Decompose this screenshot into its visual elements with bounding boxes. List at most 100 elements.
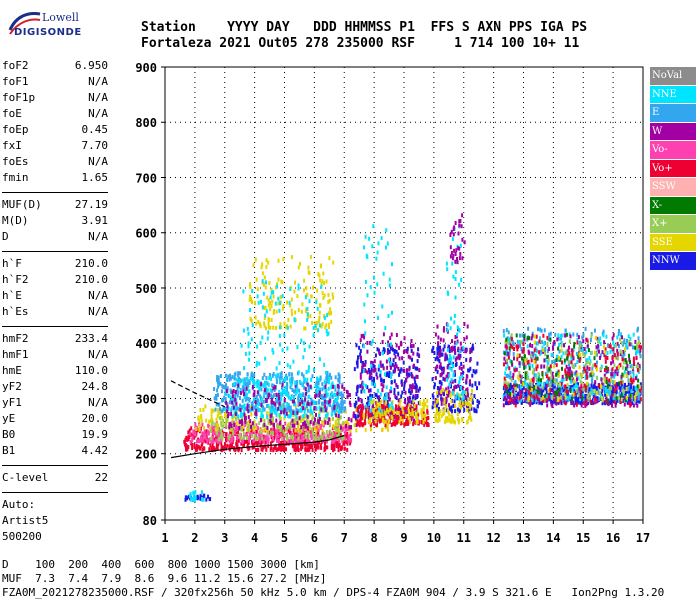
data-point — [270, 318, 273, 322]
param-row: hmF1 N/A — [2, 347, 108, 363]
data-point — [281, 437, 284, 441]
data-point — [234, 390, 237, 394]
data-point — [410, 385, 413, 390]
data-point — [334, 375, 337, 380]
data-point — [185, 443, 187, 448]
data-point — [189, 431, 192, 436]
data-point — [395, 404, 398, 409]
data-point — [272, 431, 275, 435]
data-point — [271, 347, 274, 352]
data-point — [572, 388, 575, 393]
data-point — [312, 400, 315, 405]
data-point — [452, 227, 455, 231]
data-point — [448, 365, 451, 370]
data-point — [374, 419, 377, 424]
data-point — [520, 379, 523, 384]
data-point — [628, 357, 631, 362]
data-point — [436, 407, 438, 412]
data-point — [439, 362, 442, 367]
data-point — [337, 427, 340, 432]
data-point — [323, 445, 326, 450]
data-point — [376, 250, 379, 255]
data-point — [512, 351, 515, 356]
data-point — [253, 427, 256, 432]
data-point — [434, 332, 437, 337]
data-point — [303, 410, 306, 415]
data-point — [564, 384, 566, 389]
data-point — [409, 404, 412, 409]
data-point — [447, 417, 450, 422]
data-point — [278, 415, 281, 420]
data-point — [254, 400, 257, 405]
data-point — [255, 363, 258, 368]
x-tick-label: 12 — [486, 531, 500, 545]
data-point — [468, 368, 471, 373]
data-point — [320, 445, 323, 450]
data-point — [371, 415, 374, 420]
data-point — [283, 407, 286, 412]
data-point — [454, 259, 457, 264]
param-key: B0 — [2, 428, 16, 441]
data-point — [438, 417, 441, 422]
data-point — [627, 396, 630, 401]
data-point — [537, 386, 540, 391]
data-point — [225, 418, 228, 422]
data-point — [408, 399, 411, 404]
data-point — [452, 404, 455, 408]
data-point — [461, 256, 464, 261]
data-point — [293, 317, 296, 322]
data-point — [347, 422, 350, 427]
data-point — [305, 435, 307, 440]
data-point — [567, 359, 570, 364]
data-point — [297, 425, 299, 430]
data-point — [571, 384, 574, 389]
data-point — [297, 286, 300, 291]
data-point — [262, 405, 264, 410]
data-point — [371, 405, 374, 410]
data-point — [228, 444, 231, 449]
data-point — [342, 441, 345, 446]
data-point — [553, 385, 556, 390]
data-point — [191, 446, 194, 451]
data-point — [569, 353, 572, 358]
data-point — [381, 363, 384, 368]
data-point — [624, 382, 626, 387]
data-point — [192, 429, 195, 434]
data-point — [634, 398, 637, 403]
data-point — [334, 432, 337, 437]
data-point — [263, 422, 266, 427]
data-point — [267, 298, 270, 303]
data-point — [586, 388, 589, 393]
data-point — [466, 374, 469, 379]
data-point — [255, 321, 258, 326]
data-point — [386, 399, 389, 404]
data-point — [431, 377, 434, 382]
data-point — [600, 364, 603, 369]
data-point — [366, 385, 369, 390]
data-point — [476, 361, 479, 366]
data-point — [570, 356, 573, 361]
data-point — [261, 305, 264, 310]
data-point — [317, 424, 320, 429]
data-point — [560, 382, 563, 386]
data-point — [244, 397, 247, 402]
data-point — [560, 401, 563, 406]
data-point — [371, 381, 374, 386]
data-point — [235, 439, 238, 444]
data-point — [461, 401, 464, 406]
param-row: yE 20.0 — [2, 411, 108, 427]
data-point — [623, 340, 626, 345]
param-row: fmin 1.65 — [2, 170, 108, 186]
data-point — [248, 432, 251, 437]
data-point — [602, 329, 605, 334]
data-point — [508, 338, 511, 343]
param-key: hmF1 — [2, 348, 29, 361]
data-point — [287, 317, 290, 322]
data-point — [445, 374, 448, 379]
data-point — [283, 448, 285, 452]
data-point — [377, 241, 380, 246]
data-point — [249, 282, 251, 287]
data-point — [616, 341, 619, 346]
param-key: MUF(D) — [2, 198, 42, 211]
